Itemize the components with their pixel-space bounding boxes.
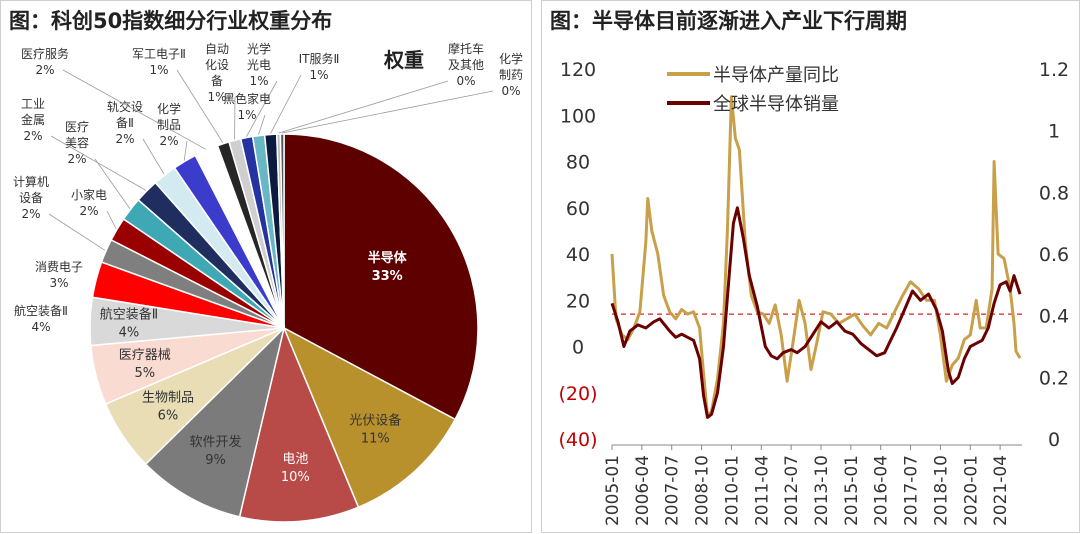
slice-label: 医疗 <box>65 120 89 134</box>
x-tick-label: 2005-01 <box>603 455 623 526</box>
slice-label: 摩托车 <box>448 41 484 56</box>
slice-label: 光学 <box>247 41 271 56</box>
slice-label: 电池 <box>282 452 308 467</box>
y-left-tick-label: 120 <box>560 59 596 81</box>
x-tick-label: 2006-04 <box>633 455 653 526</box>
slice-pct-label: 1% <box>309 68 328 82</box>
slice-pct-label: 2% <box>159 134 178 148</box>
slice-label: IT服务Ⅱ <box>299 51 340 66</box>
series-line <box>612 208 1020 418</box>
legend-label: 半导体产量同比 <box>713 65 839 86</box>
y-right-tick-label: 1 <box>1048 121 1060 143</box>
slice-pct-label: 6% <box>158 409 179 424</box>
slice-pct-label: 33% <box>372 269 403 284</box>
x-tick-label: 2021-04 <box>991 455 1011 526</box>
leader-line <box>282 91 493 133</box>
slice-label: 软件开发 <box>190 434 242 450</box>
y-left-tick-label: 60 <box>566 198 590 220</box>
y-right-tick-label: 0.4 <box>1039 306 1069 328</box>
slice-pct-label: 2% <box>79 204 98 218</box>
slice-label: 半导体 <box>368 250 408 266</box>
y-left-tick-label: 100 <box>560 105 596 127</box>
pie-legend-title: 权重 <box>383 48 424 72</box>
x-tick-label: 2016-04 <box>872 455 892 526</box>
line-chart: 120 100 80 60 40 20 0 (20) (40) 1.2 1 0.8 0.6 0.4 0.2 0… <box>542 1 1080 534</box>
slice-label: 医疗器械 <box>119 348 171 363</box>
x-tick-label: 2018-10 <box>931 455 951 526</box>
x-tick-label: 2013-10 <box>812 455 832 526</box>
y-left-tick-label: 20 <box>566 290 590 312</box>
x-tick-label: 2015-01 <box>842 455 862 526</box>
slice-label: 金属 <box>21 112 45 127</box>
leader-line <box>107 211 116 229</box>
y-left-tick-label: 80 <box>566 152 590 174</box>
y-right-tick-label: 0.6 <box>1039 244 1069 266</box>
slice-pct-label: 2% <box>115 132 134 146</box>
y-right-tick-label: 0 <box>1048 429 1060 451</box>
slice-label: 化设 <box>205 58 229 72</box>
slice-pct-label: 0% <box>456 74 475 88</box>
slice-label: 化学 <box>157 101 181 116</box>
y-left-tick-label: (20) <box>558 383 597 405</box>
y-right-tick-label: 1.2 <box>1039 59 1069 81</box>
slice-label: 及其他 <box>448 58 484 72</box>
slice-label: 军工电子Ⅱ <box>132 47 186 61</box>
slice-label: 航空装备Ⅱ <box>14 303 68 318</box>
slice-pct-label: 1% <box>237 108 256 122</box>
leader-line <box>279 81 448 133</box>
slice-label: 设备 <box>19 191 43 205</box>
slice-label: 美容 <box>65 135 89 150</box>
y-left-tick-label: 0 <box>572 337 584 359</box>
slice-label: 小家电 <box>71 187 107 202</box>
slice-label: 计算机 <box>13 174 49 189</box>
slice-pct-label: 1% <box>249 74 268 88</box>
x-tick-label: 2008-10 <box>693 455 713 526</box>
slice-label: 备Ⅱ <box>116 116 134 130</box>
x-tick-label: 2010-01 <box>722 455 742 526</box>
series-line <box>612 97 1020 416</box>
slice-pct-label: 0% <box>501 84 520 98</box>
slice-pct-label: 2% <box>35 63 54 77</box>
slice-label: 制品 <box>157 118 181 132</box>
slice-label: 工业 <box>21 97 45 111</box>
slice-label: 制药 <box>499 68 523 82</box>
slice-label: 备 <box>211 74 223 88</box>
y-left-tick-label: 40 <box>566 244 590 266</box>
slice-label: 光伏设备 <box>349 413 401 429</box>
slice-pct-label: 2% <box>67 152 86 166</box>
pie-chart: 半导体 33% 光伏设备 11% 电池 10% 软件开发 9% 生物制品 6% 医疗器械 5% 航空装备… <box>1 1 533 534</box>
slice-pct-label: 2% <box>23 129 42 143</box>
x-tick-label: 2007-07 <box>663 455 683 526</box>
slice-label: 黑色家电 <box>223 91 271 106</box>
leader-line <box>258 115 265 135</box>
y-right-tick-label: 0.8 <box>1039 182 1069 204</box>
slice-pct-label: 2% <box>21 207 40 221</box>
slice-label: 生物制品 <box>142 391 194 406</box>
slice-pct-label: 5% <box>134 366 155 381</box>
slice-label: 医疗服务 <box>21 46 69 61</box>
x-tick-label: 2012-07 <box>782 455 802 526</box>
y-left-tick-label: (40) <box>558 429 597 451</box>
slice-label: 化学 <box>499 51 523 66</box>
slice-pct-label: 3% <box>49 276 68 290</box>
slice-pct-label: 4% <box>31 320 50 334</box>
slice-label: 航空装备Ⅱ <box>100 307 158 323</box>
leader-line <box>49 214 105 250</box>
slice-label: 自动 <box>205 42 229 56</box>
y-right-tick-label: 0.2 <box>1039 367 1069 389</box>
slice-pct-label: 11% <box>361 432 390 447</box>
slice-label: 光电 <box>247 58 271 72</box>
x-tick-label: 2011-04 <box>752 455 772 526</box>
x-tick-label: 2020-01 <box>961 455 981 526</box>
slice-label: 消费电子 <box>35 260 83 274</box>
slice-pct-label: 9% <box>205 453 226 468</box>
legend-label: 全球半导体销量 <box>713 94 839 115</box>
slice-pct-label: 1% <box>149 63 168 77</box>
x-tick-label: 2017-07 <box>902 455 922 526</box>
leader-line <box>184 141 187 160</box>
slice-pct-label: 4% <box>119 326 140 341</box>
slice-pct-label: 10% <box>281 470 310 485</box>
